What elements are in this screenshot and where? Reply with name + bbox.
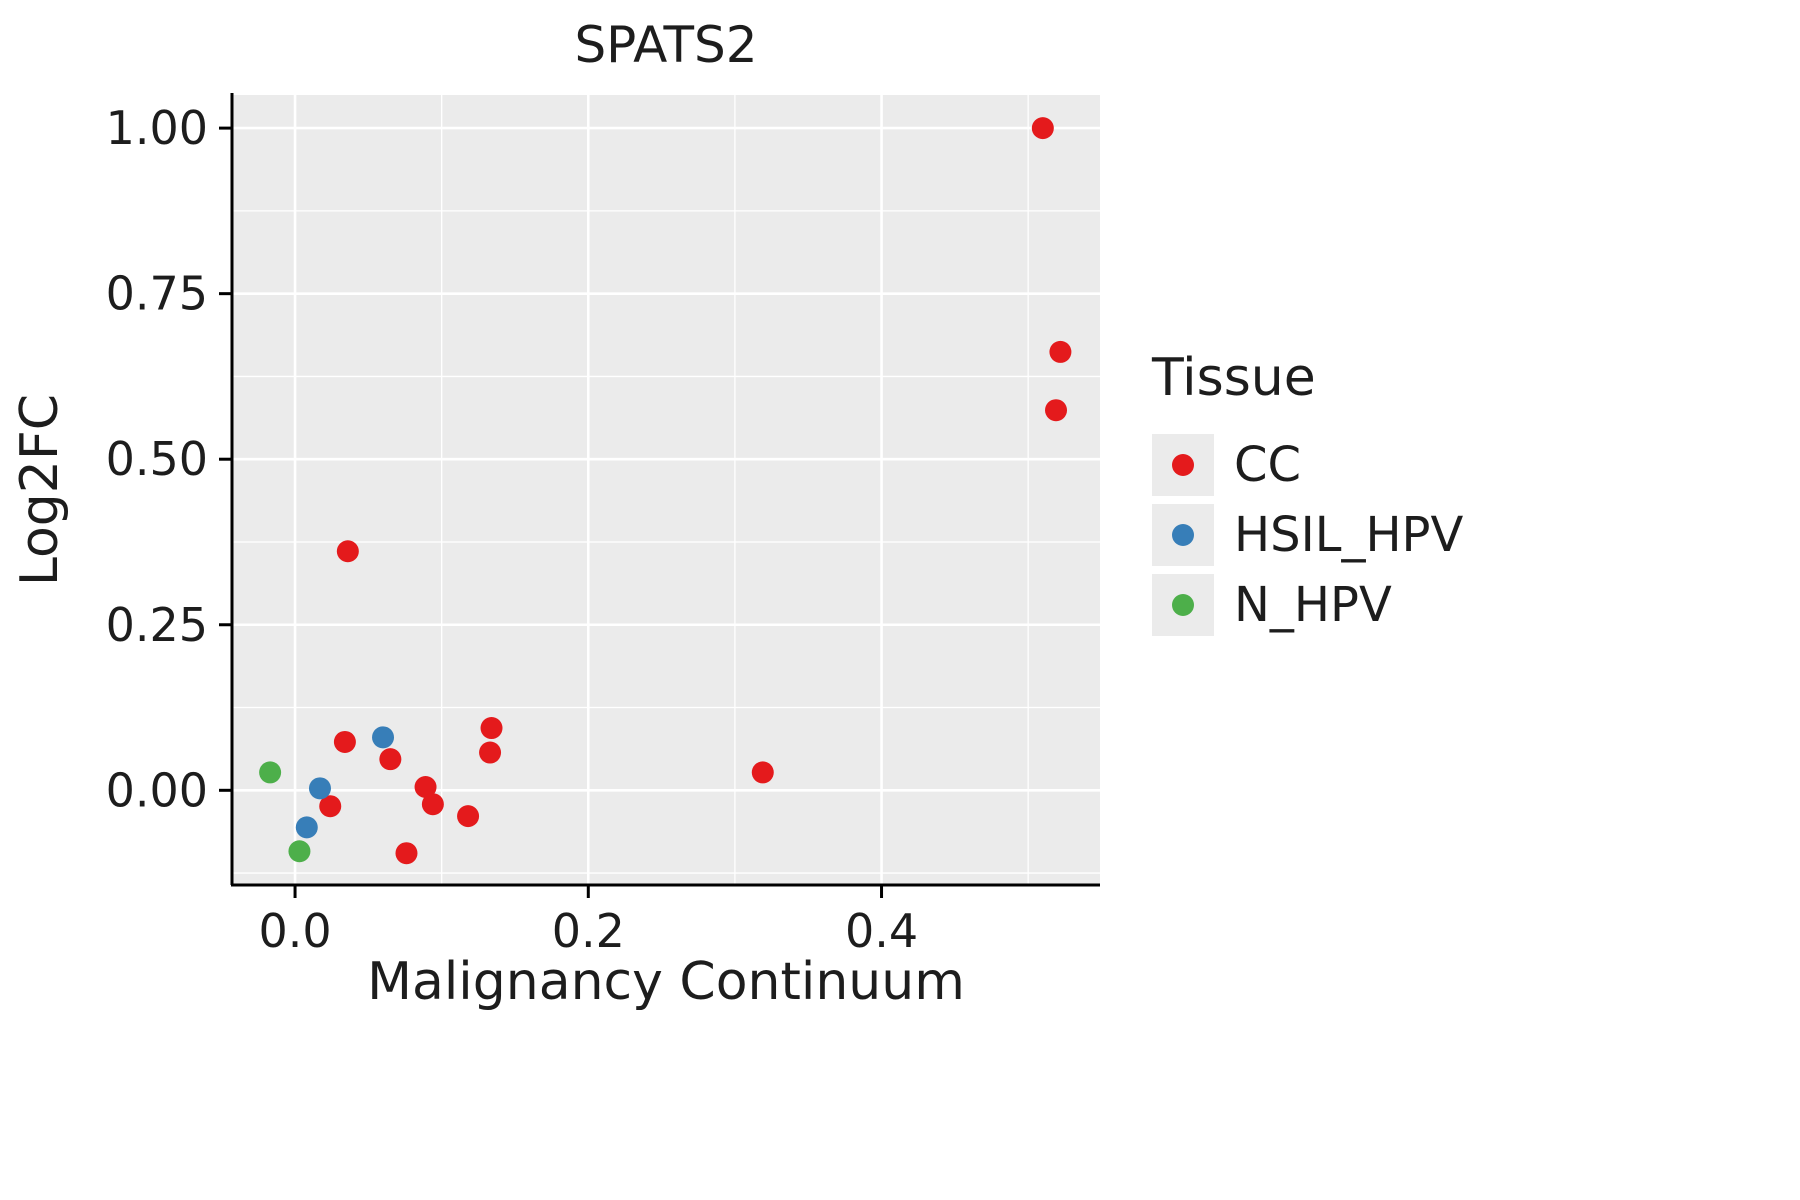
legend-key xyxy=(1152,434,1214,496)
data-point-CC xyxy=(457,805,480,828)
legend-title: Tissue xyxy=(1152,348,1316,408)
data-point-CC xyxy=(479,741,502,764)
legend-label: CC xyxy=(1234,437,1302,493)
legend-dot-icon xyxy=(1172,524,1194,546)
data-point-CC xyxy=(421,793,444,816)
data-point-CC xyxy=(336,540,359,563)
x-tick-label: 0.0 xyxy=(258,904,331,958)
data-point-CC xyxy=(1049,340,1072,363)
y-tick-label: 0.00 xyxy=(106,763,208,817)
data-point-CC xyxy=(319,795,342,818)
legend-label: HSIL_HPV xyxy=(1234,507,1464,563)
legend-key xyxy=(1152,574,1214,636)
legend-item-HSIL_HPV: HSIL_HPV xyxy=(1152,504,1463,566)
legend-items: CC HSIL_HPV N_HPV xyxy=(1152,434,1463,636)
data-point-HSIL_HPV xyxy=(372,726,395,749)
x-tick-label: 0.2 xyxy=(552,904,625,958)
data-point-N_HPV xyxy=(288,840,311,863)
x-tick-label: 0.4 xyxy=(845,904,918,958)
y-tick-label: 0.25 xyxy=(106,598,208,652)
data-point-HSIL_HPV xyxy=(295,816,318,839)
data-point-CC xyxy=(333,730,356,753)
legend-item-CC: CC xyxy=(1152,434,1463,496)
y-tick-label: 1.00 xyxy=(106,101,208,155)
data-point-CC xyxy=(379,748,402,771)
plot-panel xyxy=(232,95,1100,885)
legend-dot-icon xyxy=(1172,454,1194,476)
legend-label: N_HPV xyxy=(1234,577,1392,633)
data-point-CC xyxy=(1045,399,1068,422)
y-tick-label: 0.50 xyxy=(106,432,208,486)
y-tick-label: 0.75 xyxy=(106,267,208,321)
data-point-N_HPV xyxy=(259,761,282,784)
legend-dot-icon xyxy=(1172,594,1194,616)
legend-key xyxy=(1152,504,1214,566)
data-point-CC xyxy=(480,717,503,740)
x-axis-title: Malignancy Continuum xyxy=(367,952,965,1012)
data-point-CC xyxy=(414,775,437,798)
data-point-CC xyxy=(751,761,774,784)
chart-title: SPATS2 xyxy=(574,16,758,74)
legend: Tissue CC HSIL_HPV N_HPV xyxy=(1152,348,1464,644)
data-point-HSIL_HPV xyxy=(308,777,331,800)
data-point-CC xyxy=(395,842,418,865)
data-point-CC xyxy=(1031,117,1054,140)
legend-item-N_HPV: N_HPV xyxy=(1152,574,1463,636)
